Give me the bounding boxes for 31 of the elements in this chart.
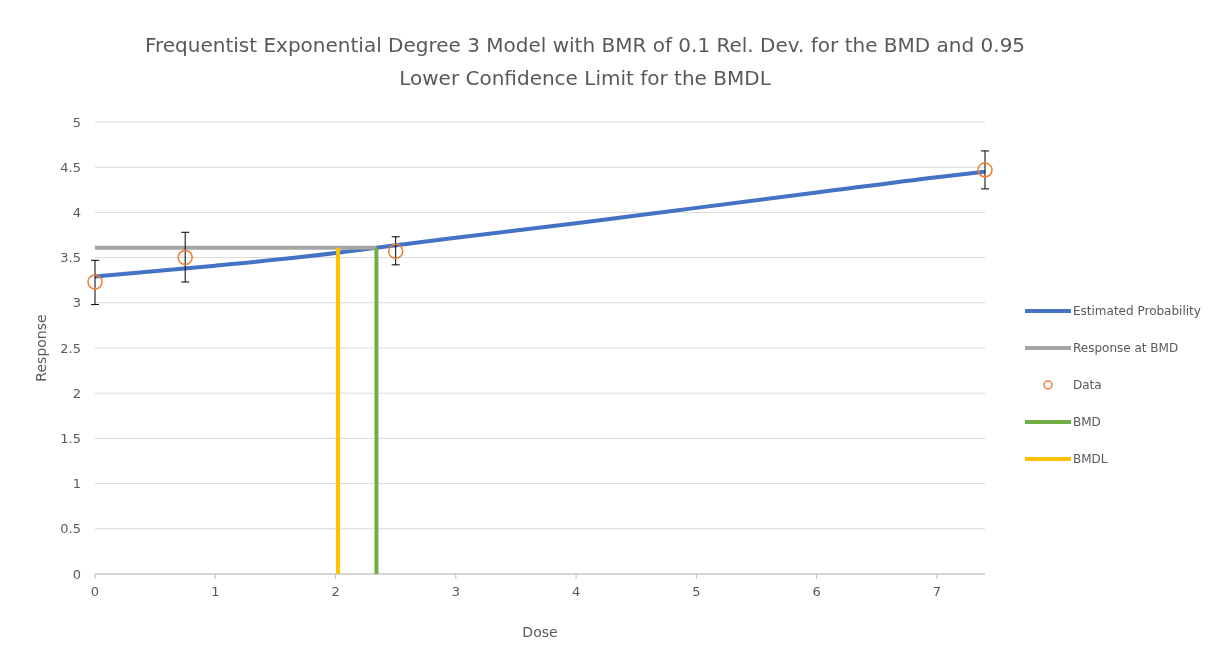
legend-label: Estimated Probability xyxy=(1073,304,1201,319)
chart-title: Frequentist Exponential Degree 3 Model with BMR of 0.1 Rel. Dev. for the BMD and 0.95 Lower Confidence Limit for the BMDL xyxy=(144,33,1026,90)
y-axis-title: Response xyxy=(33,314,49,382)
x-tick-label: 6 xyxy=(812,584,821,599)
legend-label: Data xyxy=(1073,378,1102,393)
y-tick-label: 3.5 xyxy=(60,250,81,266)
legend-label: BMD xyxy=(1073,415,1101,430)
y-tick-label: 2.5 xyxy=(60,340,81,356)
point xyxy=(177,249,193,266)
y-tick-label: 0 xyxy=(72,566,81,582)
legend-label: BMDL xyxy=(1073,452,1108,467)
legend-label: Response at BMD xyxy=(1073,341,1179,356)
x-tick-label: 1 xyxy=(211,584,220,599)
point xyxy=(87,274,103,290)
x-tick-label: 5 xyxy=(692,584,701,599)
y-tick-label: 3 xyxy=(72,295,81,311)
x-tick-label: 2 xyxy=(331,584,340,599)
y-tick-label: 1.5 xyxy=(60,430,81,446)
y-tick-label: 1 xyxy=(72,476,81,492)
x-tick-label: 0 xyxy=(90,584,100,599)
y-tick-label: 2 xyxy=(72,385,81,401)
y-tick-label: 4 xyxy=(72,204,81,220)
point xyxy=(977,162,993,178)
x-tick-label: 4 xyxy=(571,584,581,599)
y-tick-label: 0.5 xyxy=(60,521,81,537)
point xyxy=(387,243,404,260)
x-tick-label: 7 xyxy=(932,584,942,599)
y-tick-label: 5 xyxy=(72,114,81,130)
y-tick-label: 4.5 xyxy=(60,159,81,175)
x-axis-title: Dose xyxy=(522,624,558,640)
x-tick-label: 3 xyxy=(451,584,460,599)
